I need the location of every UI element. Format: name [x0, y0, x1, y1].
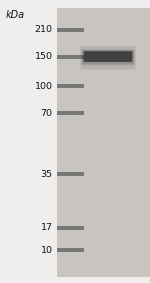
Bar: [57, 84, 84, 88]
Text: 210: 210: [34, 25, 52, 34]
Bar: [57, 111, 84, 115]
Bar: [57, 55, 84, 59]
Bar: [57, 8, 150, 277]
Text: 17: 17: [40, 223, 52, 232]
Text: kDa: kDa: [6, 10, 25, 20]
Bar: [57, 28, 84, 32]
Text: 70: 70: [40, 109, 52, 118]
Bar: [57, 172, 84, 176]
Text: 35: 35: [40, 170, 52, 179]
Bar: [57, 226, 84, 230]
FancyBboxPatch shape: [84, 51, 132, 62]
FancyBboxPatch shape: [80, 46, 136, 69]
Text: 150: 150: [34, 52, 52, 61]
FancyBboxPatch shape: [82, 50, 134, 65]
Bar: [57, 248, 84, 252]
Text: 100: 100: [34, 82, 52, 91]
Text: 10: 10: [40, 246, 52, 255]
